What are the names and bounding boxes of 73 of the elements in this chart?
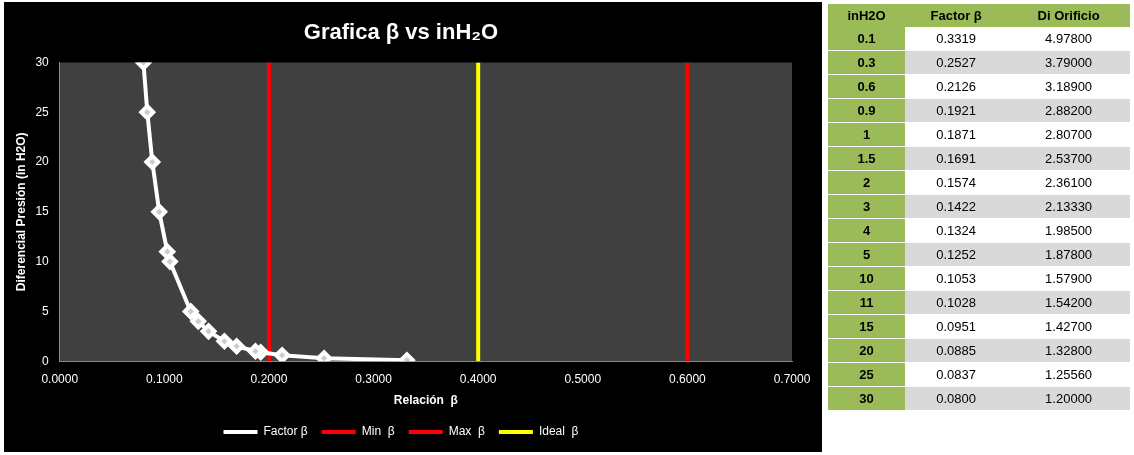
text: 1 — [862, 127, 871, 142]
x-tick-label: 0.2000 — [250, 371, 288, 386]
text: 1.98500 — [1045, 223, 1093, 238]
text: 4 — [862, 223, 871, 238]
text: 1.32800 — [1045, 343, 1093, 358]
text: 0.2126 — [936, 79, 977, 94]
text: 0.1 — [857, 31, 876, 46]
y-tick-label: 15 — [35, 204, 50, 219]
x-tick-label: 0.4000 — [459, 371, 497, 386]
text: 1.42700 — [1045, 319, 1093, 334]
legend-label: Min β — [361, 424, 395, 439]
text: 3 — [862, 199, 871, 214]
text: 25 — [859, 367, 874, 382]
text: 0.3319 — [936, 31, 977, 46]
text: 0.1871 — [936, 127, 977, 142]
text: 2.36100 — [1045, 175, 1093, 190]
text: 20 — [859, 343, 874, 358]
text: 1.54200 — [1045, 295, 1093, 310]
text: 3.79000 — [1045, 55, 1093, 70]
y-tick-label: 25 — [35, 104, 50, 119]
legend-label: Ideal β — [538, 424, 579, 439]
text: 1.87800 — [1045, 247, 1093, 262]
text: 4.97800 — [1045, 31, 1093, 46]
text: 0.1252 — [936, 247, 977, 262]
legend-label: Max β — [448, 424, 485, 439]
text: 2.13330 — [1045, 199, 1093, 214]
text: 3.18900 — [1045, 79, 1093, 94]
text: 0.9 — [857, 103, 876, 118]
text: 11 — [859, 295, 874, 310]
text: 0.1422 — [936, 199, 977, 214]
text: 0.1053 — [936, 271, 977, 286]
category-label: Factor β — [905, 4, 1008, 27]
x-tick-label: 0.5000 — [564, 371, 602, 386]
text: 0.0951 — [936, 319, 977, 334]
y-tick-label: 5 — [42, 303, 50, 318]
x-tick-label: 0.0000 — [41, 371, 79, 386]
x-tick-label: 0.3000 — [355, 371, 393, 386]
text: 2.88200 — [1045, 103, 1093, 118]
text: 0.0885 — [936, 343, 977, 358]
text: 2.53700 — [1045, 151, 1093, 166]
text: 2.80700 — [1045, 127, 1093, 142]
text: 30 — [859, 391, 874, 406]
y-tick-label: 20 — [35, 154, 50, 169]
text: 1.20000 — [1045, 391, 1093, 406]
chart-title: Grafica β vs inH₂O — [303, 19, 499, 45]
text: 0.0837 — [936, 367, 977, 382]
y-tick-label: 10 — [35, 253, 50, 268]
text: 5 — [862, 247, 871, 262]
y-tick-label: 30 — [35, 54, 50, 69]
text: 0.1028 — [936, 295, 977, 310]
text: 0.0800 — [936, 391, 977, 406]
text: 0.1574 — [936, 175, 977, 190]
x-axis-title: Relación β — [393, 393, 458, 408]
text: 1.25560 — [1045, 367, 1093, 382]
text: 0.1691 — [936, 151, 977, 166]
text: 1.57900 — [1045, 271, 1093, 286]
text: 2 — [862, 175, 871, 190]
text: 0.1324 — [936, 223, 977, 238]
x-tick-label: 0.7000 — [773, 371, 811, 386]
y-tick-label: 0 — [42, 353, 50, 368]
x-tick-label: 0.6000 — [669, 371, 707, 386]
text: 10 — [859, 271, 874, 286]
x-tick-label: 0.1000 — [146, 371, 184, 386]
text: 0.6 — [857, 79, 876, 94]
text: 0.3 — [857, 55, 876, 70]
legend-label: Factor β — [263, 424, 308, 439]
text: 15 — [859, 319, 874, 334]
y-axis-title: Diferencial Presión (in H2O) — [13, 132, 28, 292]
text: 0.1921 — [936, 103, 977, 118]
category-label: inH2O — [828, 4, 906, 27]
text: 1.5 — [857, 151, 876, 166]
text: 0.2527 — [936, 55, 977, 70]
category-label: Di Orificio — [1007, 4, 1130, 27]
